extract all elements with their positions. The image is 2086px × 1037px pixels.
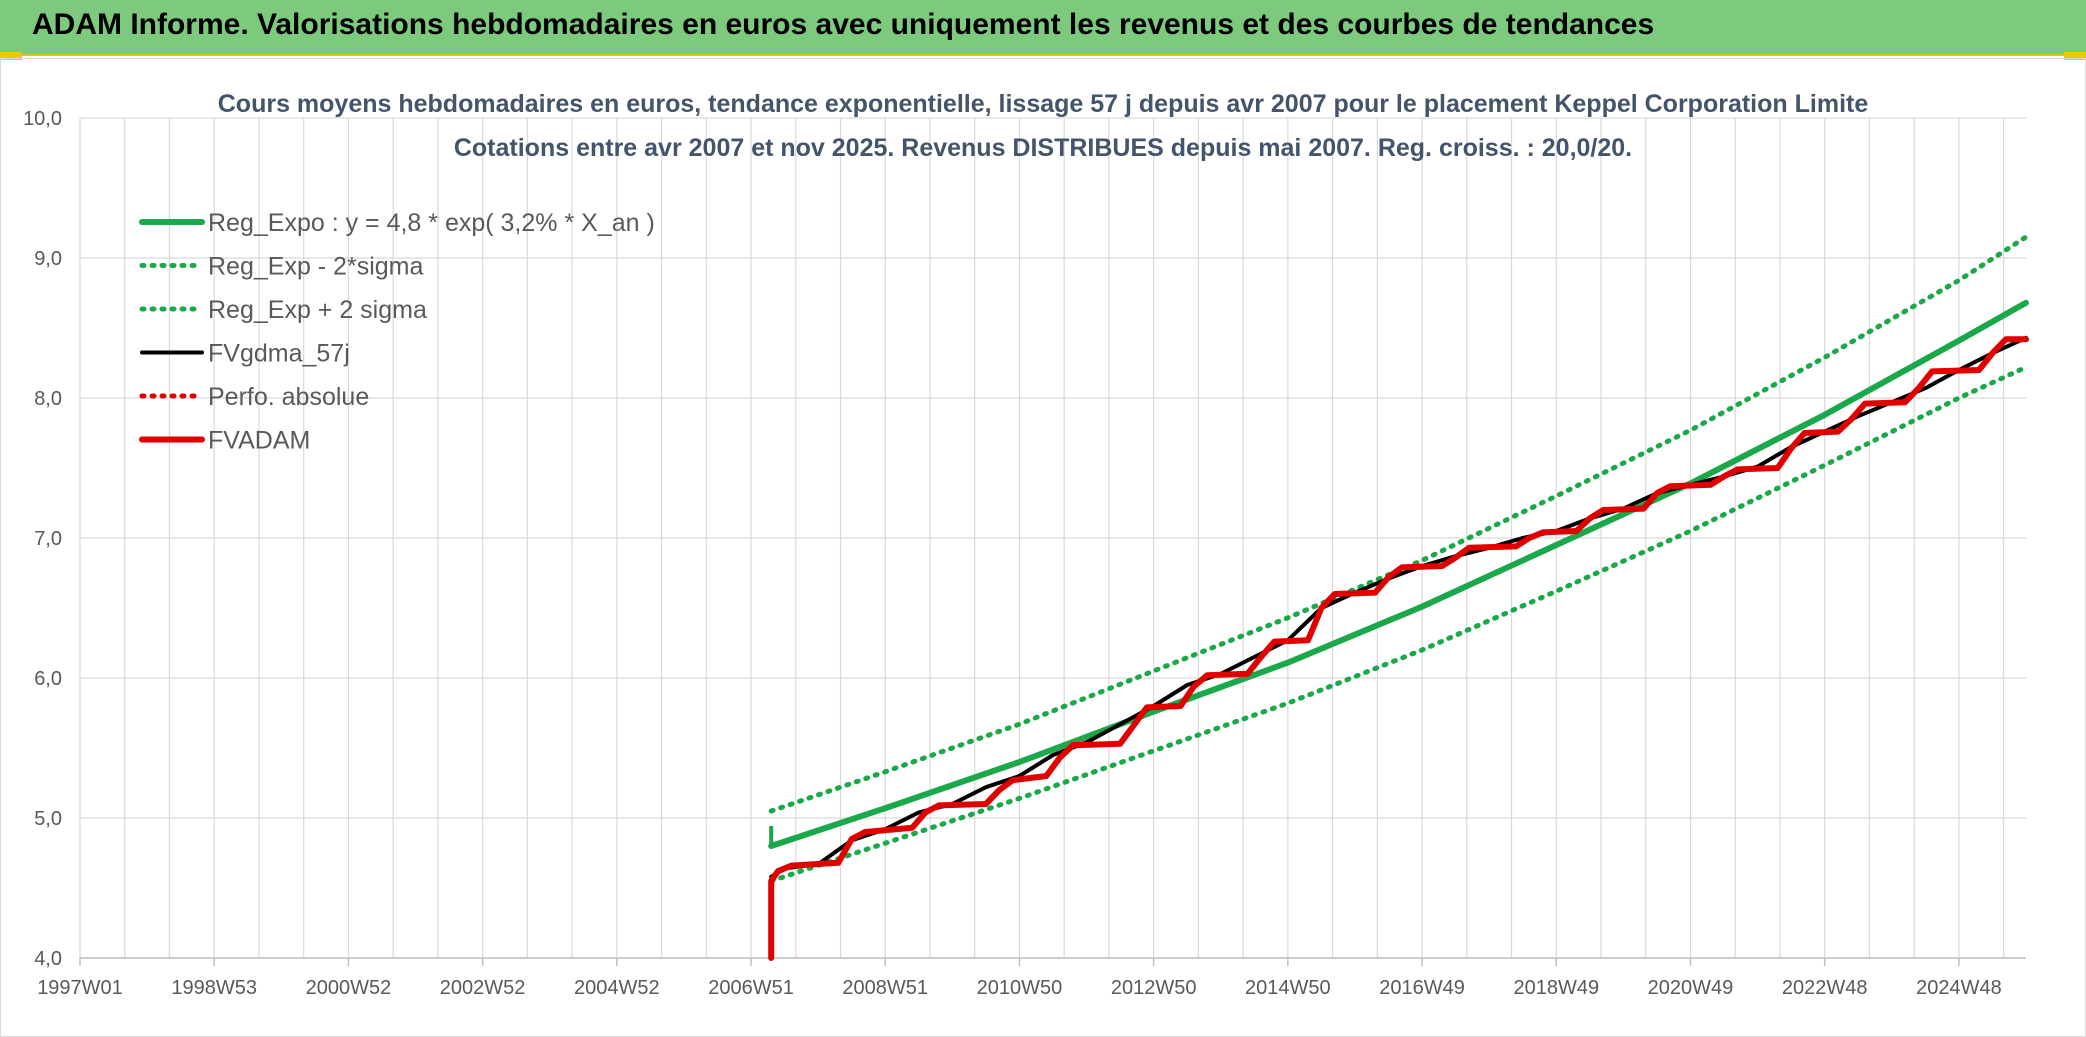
y-tick-label: 4,0 [34, 948, 62, 970]
x-tick-label: 2012W50 [1111, 977, 1197, 999]
x-tick-label: 1998W53 [171, 977, 257, 999]
x-tick-label: 2006W51 [708, 977, 794, 999]
series-line-3 [769, 335, 2028, 879]
legend-label-5: FVADAM [208, 427, 310, 455]
report-title: ADAM Informe. Valorisations hebdomadaire… [32, 8, 1655, 41]
report-banner: ADAM Informe. Valorisations hebdomadaire… [0, 0, 2086, 56]
chart-subtitle: Cotations entre avr 2007 et nov 2025. Re… [454, 134, 1632, 162]
y-tick-label: 6,0 [34, 668, 62, 690]
legend-label-0: Reg_Expo : y = 4,8 * exp( 3,2% * X_an ) [208, 209, 655, 237]
series-line-1 [768, 364, 2029, 884]
x-tick-label: 2020W49 [1648, 977, 1734, 999]
series-line-2 [768, 234, 2029, 814]
x-tick-label: 2016W49 [1379, 977, 1465, 999]
x-tick-label: 2000W52 [306, 977, 392, 999]
legend-label-2: Reg_Exp + 2 sigma [208, 296, 427, 324]
x-tick-label: 2010W50 [977, 977, 1063, 999]
series-line-0 [768, 299, 2029, 849]
x-tick-label: 2022W48 [1782, 977, 1868, 999]
y-tick-label: 9,0 [34, 248, 62, 270]
x-tick-label: 2002W52 [440, 977, 526, 999]
corner-mark-left [0, 52, 22, 60]
series-line-5 [768, 336, 2029, 961]
x-tick-label: 1997W01 [37, 977, 123, 999]
legend-label-3: FVgdma_57j [208, 340, 350, 368]
line-chart: 4,0 5,0 6,0 7,0 8,0 9,0 10,0 1997W01 1998W53 2000… [23, 90, 2029, 999]
y-tick-label: 5,0 [34, 808, 62, 830]
y-tick-label: 7,0 [34, 528, 62, 550]
legend-label-1: Reg_Exp - 2*sigma [208, 253, 423, 281]
corner-mark-right [2064, 52, 2086, 60]
x-tick-label: 2004W52 [574, 977, 660, 999]
y-tick-label: 8,0 [34, 388, 62, 410]
x-tick-label: 2014W50 [1245, 977, 1331, 999]
x-tick-label: 2018W49 [1513, 977, 1599, 999]
x-tick-label: 2008W51 [842, 977, 928, 999]
x-tick-label: 2024W48 [1916, 977, 2002, 999]
chart-title: Cours moyens hebdomadaires en euros, ten… [218, 90, 1869, 118]
y-tick-label: 10,0 [23, 108, 62, 130]
legend-label-4: Perfo. absolue [208, 383, 369, 411]
